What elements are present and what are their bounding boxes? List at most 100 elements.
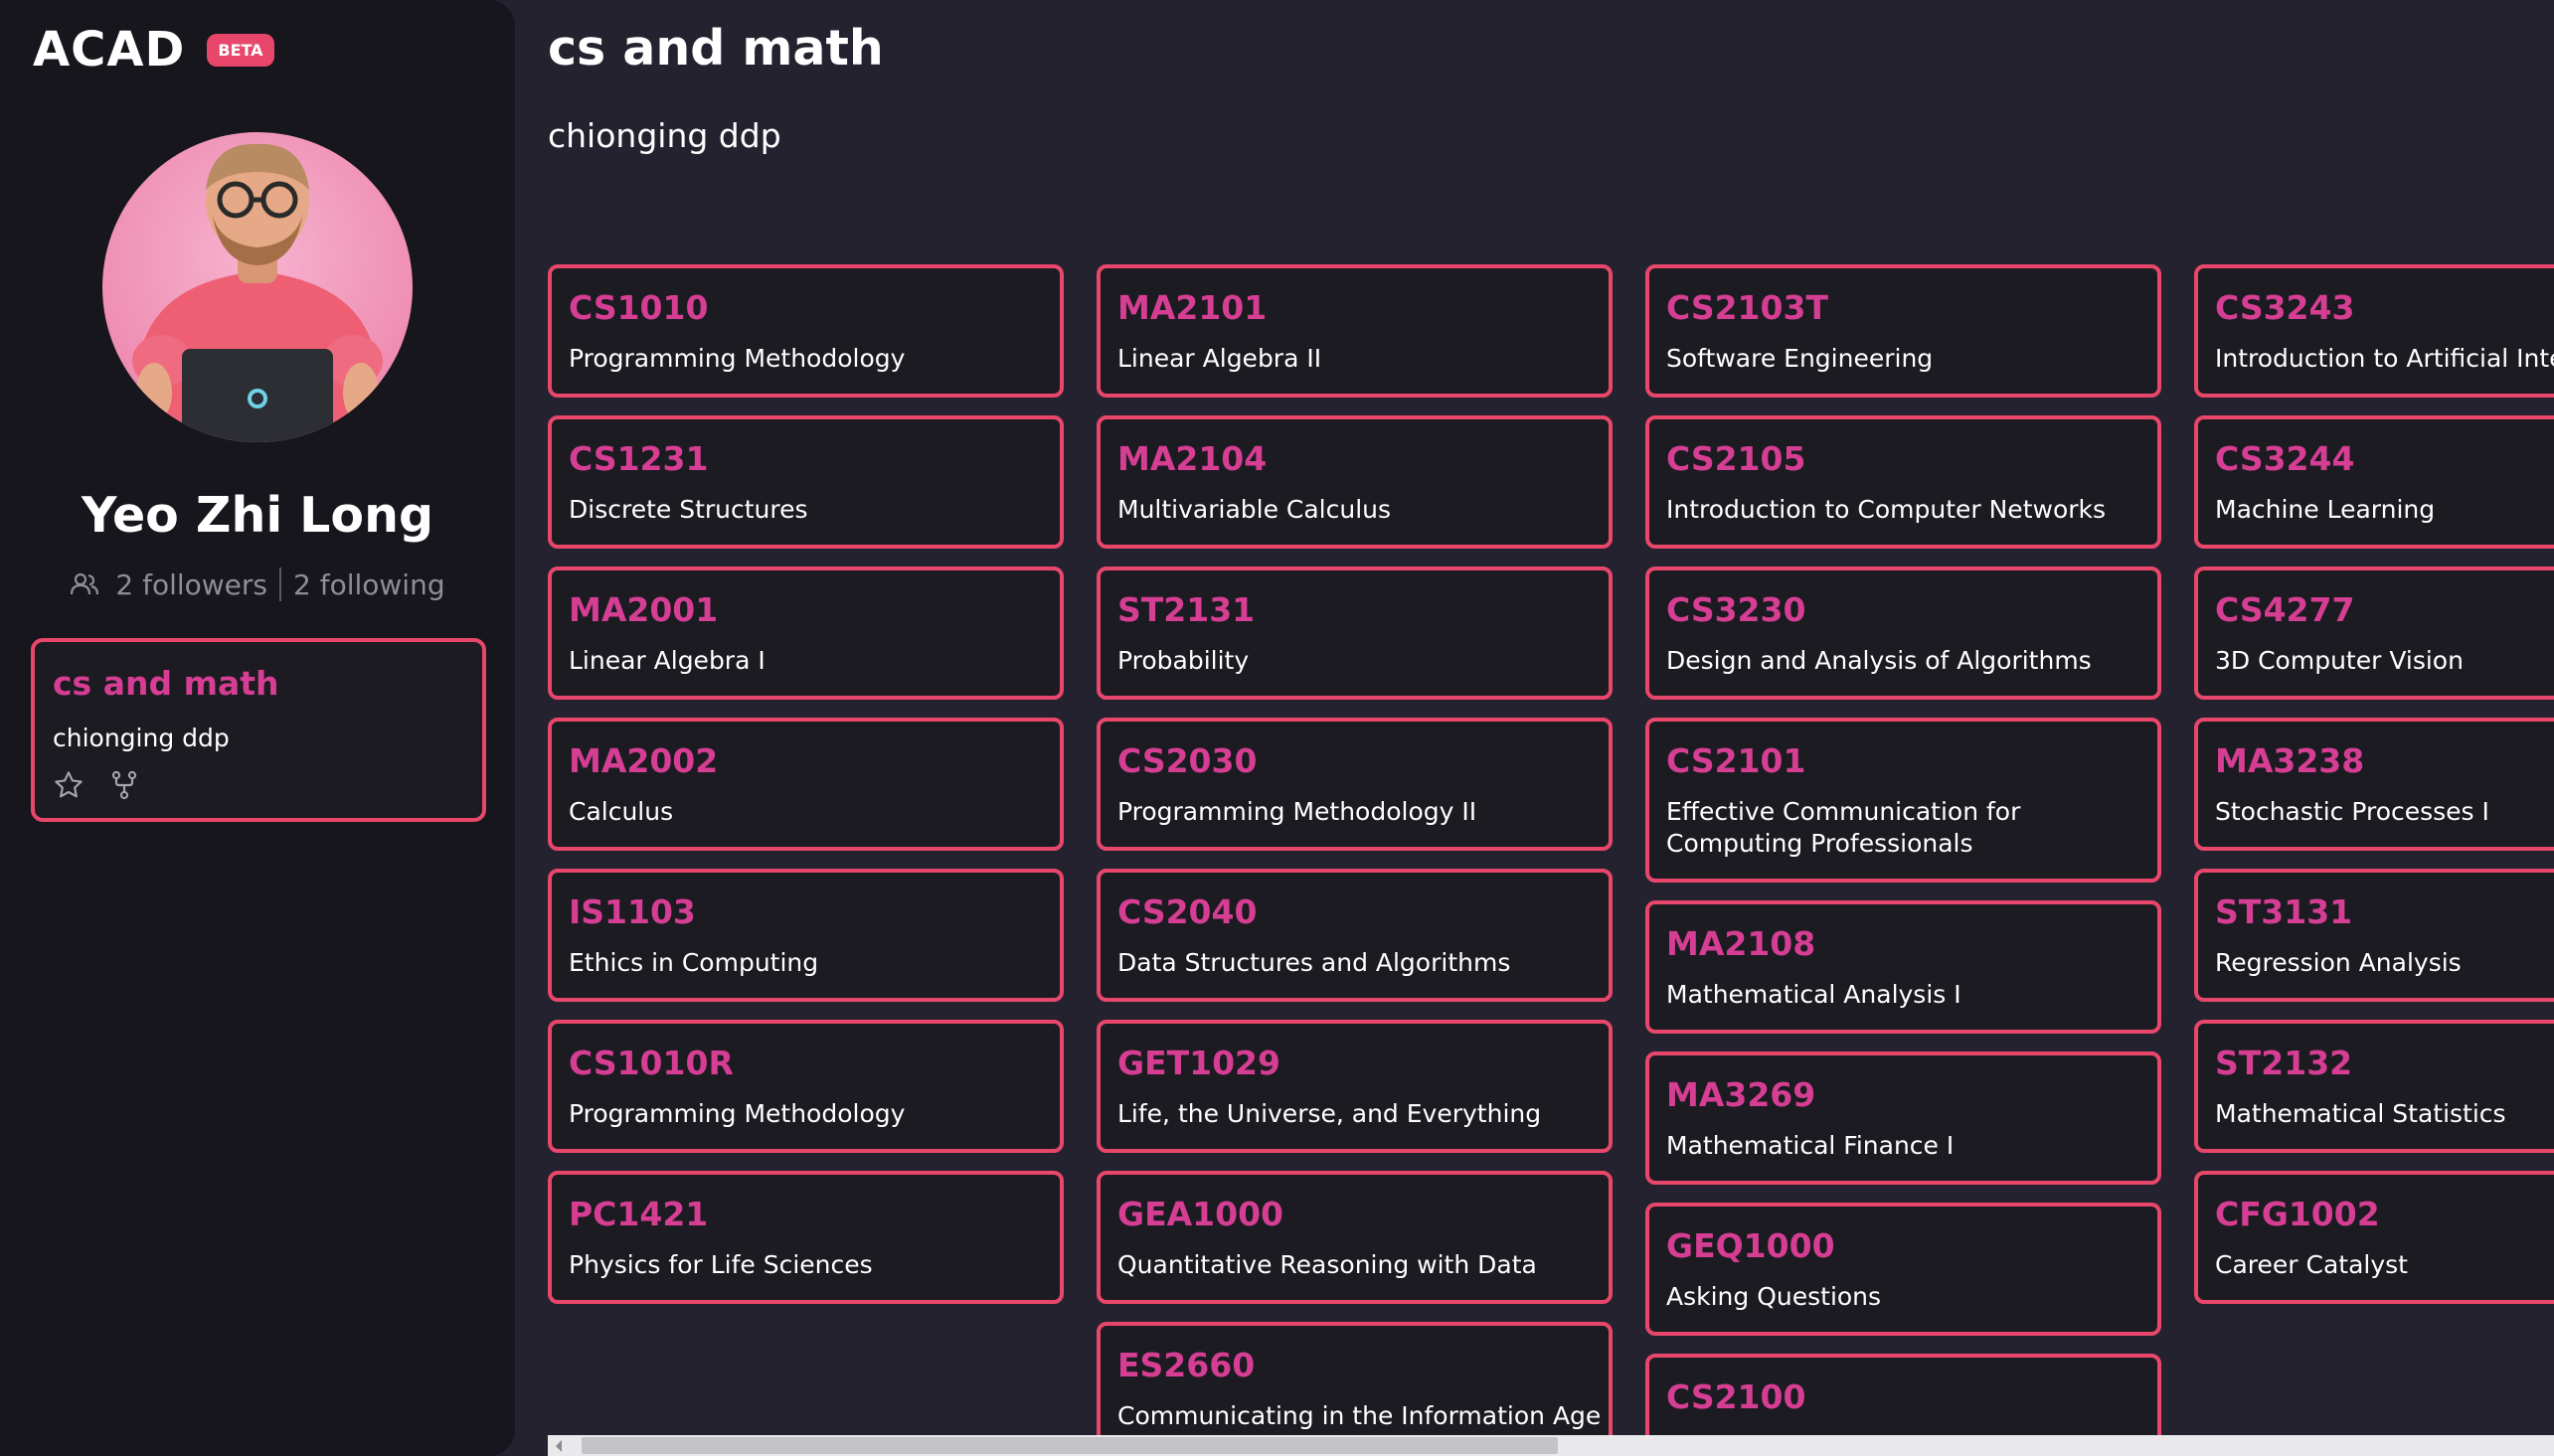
module-code: GET1029 <box>1117 1044 1280 1082</box>
module-code: CS2103T <box>1666 288 1828 327</box>
module-card[interactable]: MA3238 Stochastic Processes I <box>2194 718 2554 851</box>
module-card[interactable]: GEA1000 Quantitative Reasoning with Data <box>1097 1171 1613 1304</box>
module-code: CS2105 <box>1666 439 1806 478</box>
module-code: MA3238 <box>2215 741 2365 780</box>
module-code: CS1231 <box>569 439 709 478</box>
module-card[interactable]: CS2101 Effective Communication for Compu… <box>1645 718 2161 883</box>
module-card[interactable]: GET1029 Life, the Universe, and Everythi… <box>1097 1020 1613 1153</box>
module-name: Software Engineering <box>1666 344 1934 373</box>
module-code: CS1010R <box>569 1044 734 1082</box>
module-card[interactable]: CS1231 Discrete Structures <box>548 415 1064 549</box>
plan-card-actions <box>53 769 140 801</box>
module-name: Programming Methodology II <box>1117 797 1477 826</box>
module-name: Asking Questions <box>1666 1282 1882 1311</box>
module-card[interactable]: ST3131 Regression Analysis <box>2194 869 2554 1002</box>
scroll-left-arrow-icon[interactable] <box>556 1440 562 1452</box>
module-name: Quantitative Reasoning with Data <box>1117 1250 1537 1279</box>
module-card[interactable]: CS2040 Data Structures and Algorithms <box>1097 869 1613 1002</box>
module-name: 3D Computer Vision <box>2215 646 2464 675</box>
module-card[interactable]: IS1103 Ethics in Computing <box>548 869 1064 1002</box>
scrollbar-thumb[interactable] <box>582 1437 1558 1454</box>
module-name: Introduction to Computer Networks <box>1666 495 2107 524</box>
star-icon[interactable] <box>53 769 85 801</box>
module-name: Machine Learning <box>2215 495 2436 524</box>
module-code: CS3243 <box>2215 288 2355 327</box>
module-name: Probability <box>1117 646 1250 675</box>
module-card[interactable]: CFG1002 Career Catalyst <box>2194 1171 2554 1304</box>
fork-icon[interactable] <box>108 769 140 801</box>
module-card[interactable]: ES2660 Communicating in the Information … <box>1097 1322 1613 1435</box>
module-name: Linear Algebra II <box>1117 344 1322 373</box>
module-card[interactable]: CS2030 Programming Methodology II <box>1097 718 1613 851</box>
horizontal-scrollbar[interactable] <box>548 1435 2554 1456</box>
module-card[interactable]: CS1010 Programming Methodology <box>548 264 1064 398</box>
module-card[interactable]: ST2132 Mathematical Statistics <box>2194 1020 2554 1153</box>
avatar <box>102 132 413 442</box>
module-card[interactable]: ST2131 Probability <box>1097 566 1613 700</box>
module-code: CS3230 <box>1666 590 1806 629</box>
sidebar: ACAD BETA <box>0 0 515 1456</box>
module-code: PC1421 <box>569 1195 709 1233</box>
module-name: Ethics in Computing <box>569 948 819 977</box>
beta-badge: BETA <box>207 33 274 67</box>
module-name: Multivariable Calculus <box>1117 495 1392 524</box>
module-code: CS1010 <box>569 288 709 327</box>
module-card[interactable]: MA2104 Multivariable Calculus <box>1097 415 1613 549</box>
users-icon <box>71 572 99 595</box>
module-name: Mathematical Analysis I <box>1666 980 1961 1009</box>
module-card[interactable]: GEQ1000 Asking Questions <box>1645 1203 2161 1336</box>
module-code: CS2101 <box>1666 741 1806 780</box>
module-name: Life, the Universe, and Everything <box>1117 1099 1542 1128</box>
module-code: CS2030 <box>1117 741 1258 780</box>
module-code: CS2040 <box>1117 892 1258 931</box>
module-card[interactable]: CS3243 Introduction to Artificial Intell… <box>2194 264 2554 398</box>
followers-link[interactable]: 2 followers <box>115 567 268 601</box>
module-code: GEA1000 <box>1117 1195 1284 1233</box>
plan-card[interactable]: cs and math chionging ddp <box>31 638 486 822</box>
module-card[interactable]: CS2100 <box>1645 1354 2161 1435</box>
module-card[interactable]: MA3269 Mathematical Finance I <box>1645 1052 2161 1185</box>
module-name: Mathematical Finance I <box>1666 1131 1955 1160</box>
module-card[interactable]: MA2002 Calculus <box>548 718 1064 851</box>
modules-board: CS1010 Programming Methodology CS1231 Di… <box>548 264 2554 1435</box>
plan-card-description: chionging ddp <box>53 724 230 752</box>
module-name: Linear Algebra I <box>569 646 766 675</box>
module-card[interactable]: CS2105 Introduction to Computer Networks <box>1645 415 2161 549</box>
brand[interactable]: ACAD BETA <box>33 22 274 78</box>
module-name: Discrete Structures <box>569 495 808 524</box>
module-code: CS2100 <box>1666 1377 1806 1416</box>
module-name: Introduction to Artificial Intellig <box>2215 344 2554 373</box>
module-name: Regression Analysis <box>2215 948 2462 977</box>
brand-logo[interactable]: ACAD <box>33 22 186 78</box>
module-code: CS4277 <box>2215 590 2355 629</box>
module-card[interactable]: CS3244 Machine Learning <box>2194 415 2554 549</box>
module-card[interactable]: CS1010R Programming Methodology <box>548 1020 1064 1153</box>
page-title: cs and math <box>548 20 884 77</box>
module-card[interactable]: CS4277 3D Computer Vision <box>2194 566 2554 700</box>
module-code: MA2108 <box>1666 924 1816 963</box>
module-card[interactable]: CS2103T Software Engineering <box>1645 264 2161 398</box>
module-code: ES2660 <box>1117 1346 1256 1384</box>
divider <box>279 567 282 601</box>
module-card[interactable]: CS3230 Design and Analysis of Algorithms <box>1645 566 2161 700</box>
module-card[interactable]: PC1421 Physics for Life Sciences <box>548 1171 1064 1304</box>
module-name: Career Catalyst <box>2215 1250 2408 1279</box>
module-name: Data Structures and Algorithms <box>1117 948 1511 977</box>
module-name: Design and Analysis of Algorithms <box>1666 646 2092 675</box>
following-link[interactable]: 2 following <box>293 567 445 601</box>
module-code: IS1103 <box>569 892 696 931</box>
page-description: chionging ddp <box>548 116 781 155</box>
module-name: Programming Methodology <box>569 1099 906 1128</box>
module-code: MA3269 <box>1666 1075 1816 1114</box>
module-name: Effective Communication for Computing Pr… <box>1666 797 2021 858</box>
module-code: GEQ1000 <box>1666 1226 1835 1265</box>
module-card[interactable]: MA2001 Linear Algebra I <box>548 566 1064 700</box>
module-name: Communicating in the Information Age <box>1117 1401 1602 1430</box>
module-card[interactable]: MA2108 Mathematical Analysis I <box>1645 900 2161 1034</box>
module-card[interactable]: MA2101 Linear Algebra II <box>1097 264 1613 398</box>
module-name: Mathematical Statistics <box>2215 1099 2506 1128</box>
follow-stats: 2 followers 2 following <box>0 567 515 601</box>
module-code: MA2104 <box>1117 439 1268 478</box>
module-name: Stochastic Processes I <box>2215 797 2489 826</box>
module-code: MA2001 <box>569 590 719 629</box>
